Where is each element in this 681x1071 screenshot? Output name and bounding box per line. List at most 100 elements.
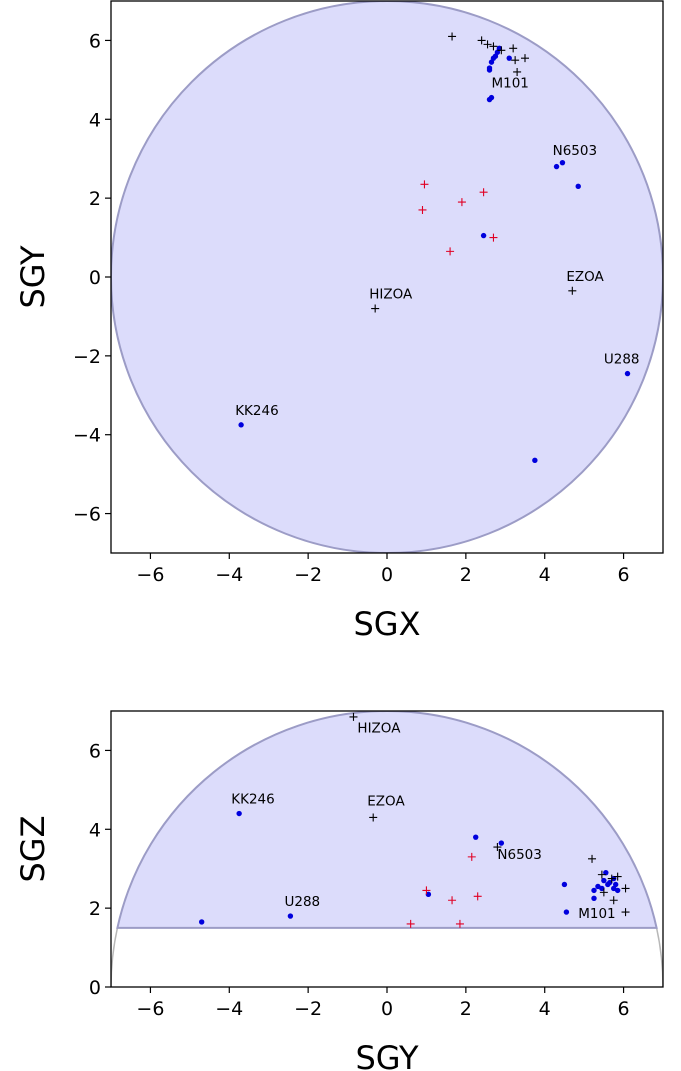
blue-point xyxy=(614,887,621,894)
x-tick-label: 0 xyxy=(381,564,393,586)
annotation-kk246: KK246 xyxy=(231,792,274,808)
black-marker xyxy=(509,44,518,53)
region-circle xyxy=(111,1,663,553)
blue-point xyxy=(236,810,242,817)
blue-point xyxy=(601,877,607,884)
x-tick-label: −6 xyxy=(136,564,164,586)
x-tick-label: 6 xyxy=(618,998,630,1020)
y-axis-label: SGZ xyxy=(14,815,52,882)
blue-point xyxy=(532,457,538,464)
x-tick-label: 2 xyxy=(460,998,472,1020)
black-marker xyxy=(371,304,380,313)
red-marker xyxy=(467,852,476,861)
y-axis-label: SGY xyxy=(14,245,52,309)
red-marker xyxy=(479,188,488,197)
blue-point xyxy=(486,96,493,103)
y-tick-label: 6 xyxy=(89,30,101,52)
x-tick-label: −2 xyxy=(294,998,322,1020)
region-segment xyxy=(116,711,658,929)
blue-point xyxy=(599,885,605,892)
x-tick-label: 4 xyxy=(539,564,551,586)
x-axis-label: SGY xyxy=(355,1039,419,1071)
panel-sgx-sgy: M101 N6503 EZOA HIZOA U288 KK246 −6 −4 −2 0 2 4 6 −6 −… xyxy=(14,0,664,643)
blue-point xyxy=(473,834,479,840)
panel-sgy-sgz: HIZOA KK246 EZOA N6503 U288 M101 −6 −4 −2 0 2 4 6 0 2 4… xyxy=(14,710,664,1071)
blue-point xyxy=(561,881,568,888)
x-tick-label: 2 xyxy=(460,564,472,586)
annotation-m101: M101 xyxy=(578,906,615,922)
annotation-ezoa: EZOA xyxy=(566,269,604,285)
black-marker xyxy=(568,286,577,295)
black-marker xyxy=(588,854,597,863)
annotation-u288: U288 xyxy=(604,352,640,368)
x-tick-label: −6 xyxy=(136,998,164,1020)
blue-point xyxy=(488,59,495,65)
black-marker xyxy=(483,40,492,49)
y-tick-label: 0 xyxy=(89,267,101,289)
blue-point xyxy=(553,163,560,170)
blue-point xyxy=(480,232,487,239)
x-tick-label: −2 xyxy=(294,564,322,586)
x-tick-label: −4 xyxy=(215,564,243,586)
blue-point xyxy=(624,370,631,377)
blue-point xyxy=(603,869,609,876)
circle-edge-right xyxy=(655,927,663,987)
red-marker xyxy=(455,919,464,928)
y-tick-label: −4 xyxy=(73,425,101,447)
annotation-kk246: KK246 xyxy=(235,403,278,419)
black-marker xyxy=(493,843,502,852)
red-marker xyxy=(446,247,455,256)
y-tick-label: 0 xyxy=(89,977,101,999)
black-marker xyxy=(511,56,520,65)
annotation-n6503: N6503 xyxy=(553,143,597,159)
blue-point xyxy=(591,895,597,901)
blue-point xyxy=(506,55,512,61)
black-marker xyxy=(477,36,486,45)
black-marker xyxy=(349,712,358,721)
black-marker xyxy=(369,813,378,822)
red-marker xyxy=(473,892,482,901)
y-tick-label: 6 xyxy=(89,740,101,762)
black-marker xyxy=(597,870,606,879)
annotation-u288: U288 xyxy=(284,894,320,910)
plot-area: M101 N6503 EZOA HIZOA U288 KK246 xyxy=(111,1,663,553)
y-tick-label: −6 xyxy=(73,504,101,526)
blue-point xyxy=(559,159,566,166)
black-marker xyxy=(607,874,616,883)
annotation-hizoa: HIZOA xyxy=(369,287,413,303)
blue-point xyxy=(563,909,570,915)
black-marker xyxy=(497,46,506,55)
y-tick-label: −2 xyxy=(73,346,101,368)
red-marker xyxy=(422,886,431,895)
y-tick-label: 4 xyxy=(89,819,101,841)
blue-point xyxy=(498,840,505,846)
blue-point xyxy=(287,913,294,919)
black-marker xyxy=(609,896,618,905)
blue-point xyxy=(198,919,205,925)
y-tick-label: 2 xyxy=(89,188,101,210)
x-tick-label: 6 xyxy=(618,564,630,586)
circle-edge-left xyxy=(111,927,119,987)
black-marker xyxy=(621,908,630,917)
black-marker xyxy=(521,54,529,63)
x-tick-label: −4 xyxy=(215,998,243,1020)
black-marker xyxy=(613,872,622,881)
blue-point xyxy=(425,891,432,898)
red-marker xyxy=(448,896,457,905)
annotation-n6503: N6503 xyxy=(497,847,541,863)
black-marker xyxy=(513,67,522,76)
blue-point xyxy=(591,887,597,894)
blue-point xyxy=(605,881,611,888)
black-marker xyxy=(489,42,498,51)
annotation-m101: M101 xyxy=(491,76,528,92)
red-marker xyxy=(418,205,427,214)
red-marker xyxy=(489,233,498,242)
x-tick-label: 4 xyxy=(539,998,551,1020)
blue-point xyxy=(575,183,581,190)
plot-area: HIZOA KK246 EZOA N6503 U288 M101 xyxy=(111,711,663,987)
black-marker xyxy=(599,888,608,897)
annotation-ezoa: EZOA xyxy=(367,794,405,810)
black-marker xyxy=(448,32,457,41)
x-tick-label: 0 xyxy=(381,998,393,1020)
